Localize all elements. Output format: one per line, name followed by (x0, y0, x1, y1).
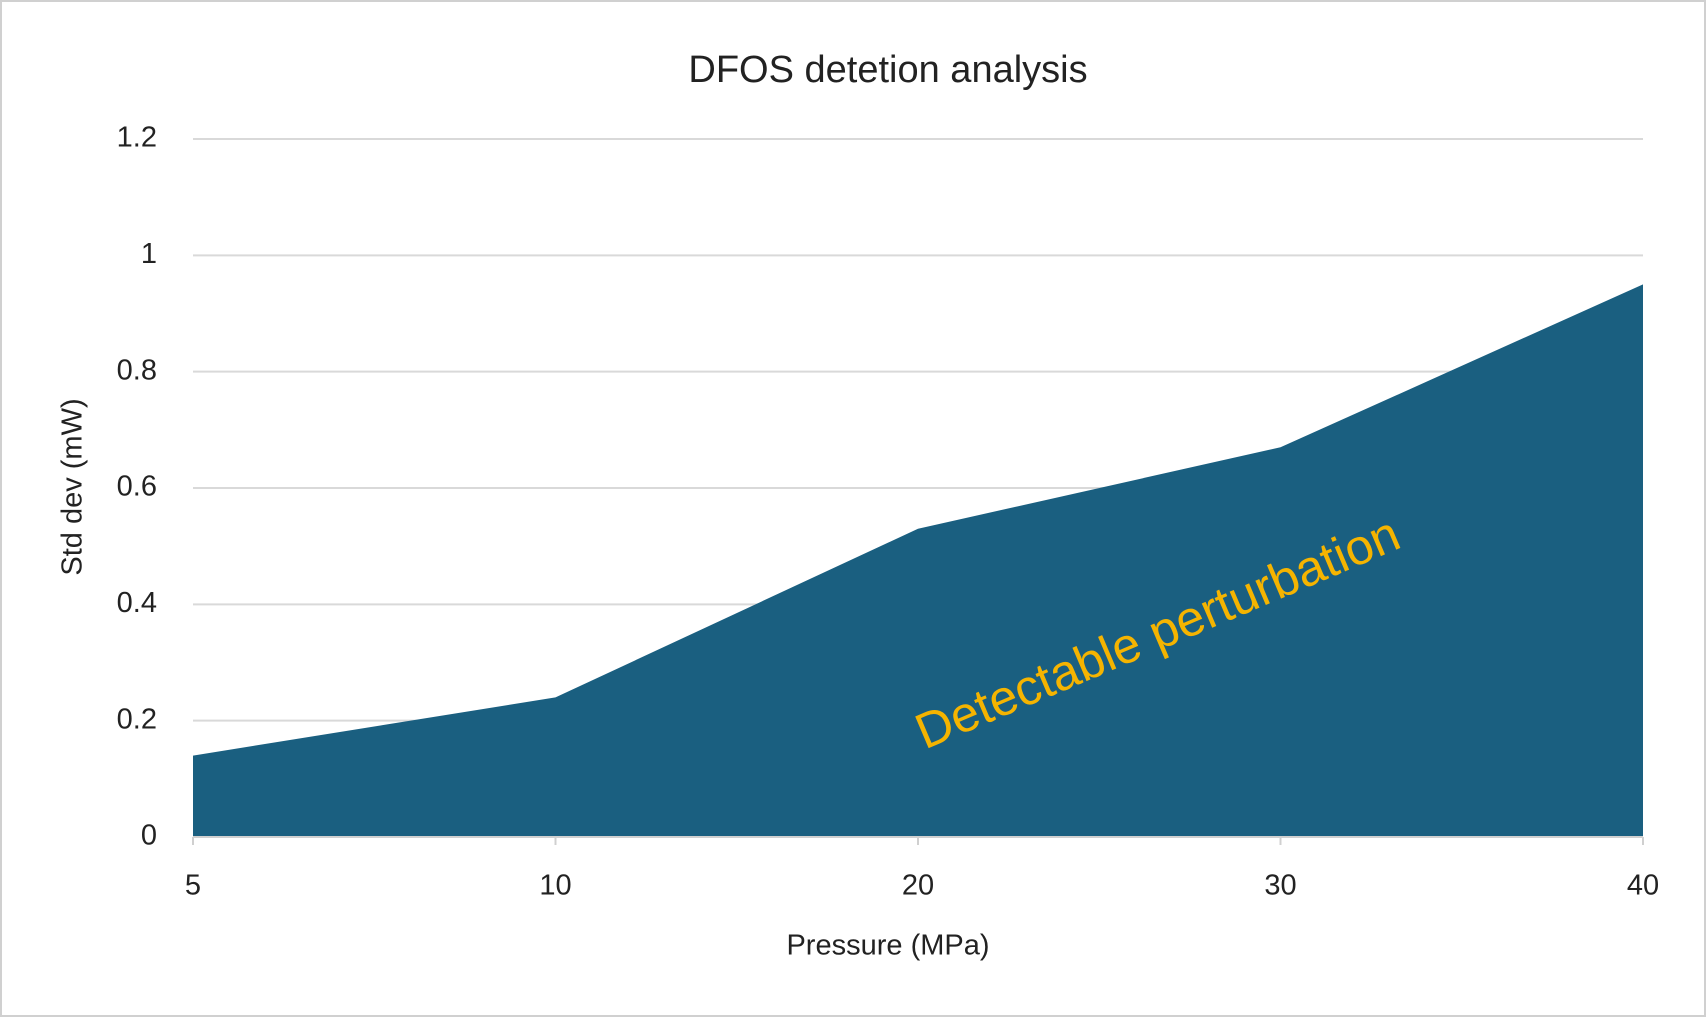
y-axis-title: Std dev (mW) (57, 398, 89, 575)
y-tick-label: 0.4 (117, 587, 157, 619)
x-tick-label: 10 (539, 870, 571, 902)
x-tick-label: 5 (185, 870, 201, 902)
y-tick-label: 0 (141, 820, 157, 852)
x-tick-label: 40 (1627, 870, 1659, 902)
y-tick-label: 0.6 (117, 471, 157, 503)
x-tick-label: 30 (1264, 870, 1296, 902)
y-tick-label: 0.2 (117, 703, 157, 735)
x-axis-title: Pressure (MPa) (786, 930, 989, 962)
x-tick-label: 20 (902, 870, 934, 902)
area (193, 284, 1643, 838)
y-tick-label: 1.2 (117, 122, 157, 154)
chart-title: DFOS detetion analysis (688, 49, 1087, 91)
y-tick-label: 1 (141, 238, 157, 270)
y-tick-label: 0.8 (117, 354, 157, 386)
